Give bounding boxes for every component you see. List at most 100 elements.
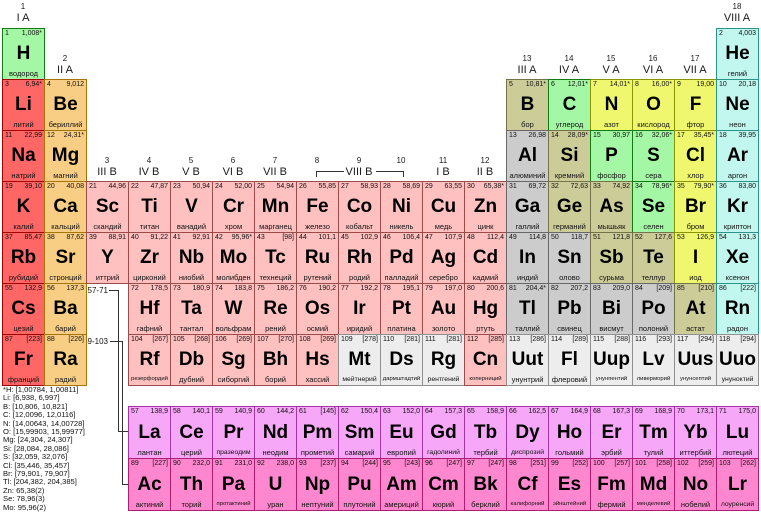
- footnote-line: O: [15,99903, 15,99977]: [3, 427, 85, 437]
- atomic-number: 7: [593, 81, 597, 88]
- atomic-number: 22: [131, 183, 139, 190]
- atomic-mass: 106,4: [402, 234, 420, 241]
- element-name: гадолиний: [427, 449, 460, 456]
- element-cell-tb: 65 158,9 Tb тербий: [464, 406, 507, 459]
- atomic-number: 96: [425, 460, 433, 467]
- element-cell-top-row: 108 [269]: [297, 335, 338, 344]
- element-symbol: Sg: [221, 349, 246, 370]
- atomic-number: 108: [299, 336, 311, 343]
- group-number: 17: [690, 54, 700, 63]
- element-cell-top-row: 111 [281]: [423, 335, 464, 344]
- element-cell-dy: 66 162,5 Dy диспрозий: [506, 406, 549, 459]
- atomic-mass: 20,18: [738, 81, 756, 88]
- element-cell-as: 33 74,92 As мышьяк: [590, 181, 633, 233]
- group-header-11: 11 I B: [422, 156, 464, 178]
- element-cell-fr: 87 [223] Fr франций: [2, 334, 45, 386]
- element-symbol: Am: [386, 473, 417, 495]
- atomic-number: 105: [173, 336, 185, 343]
- element-name: празеодим: [216, 449, 251, 456]
- element-cell-kr: 36 83,80 Kr криптон: [716, 181, 759, 233]
- group-number: 3: [104, 156, 110, 165]
- element-symbol: Se: [641, 196, 666, 217]
- group-label: I B: [436, 166, 450, 178]
- element-cell-top-row: 14 28,09*: [549, 131, 590, 140]
- atomic-number: 39: [89, 234, 97, 241]
- element-symbol: Tb: [473, 421, 498, 443]
- element-name: плутоний: [343, 500, 376, 509]
- atomic-mass: [293]: [656, 336, 672, 343]
- atomic-number: 100: [593, 460, 605, 467]
- element-cell-top-row: 116 [293]: [633, 335, 674, 344]
- group-header-18: 18 VIII A: [716, 2, 758, 24]
- atomic-number: 54: [719, 234, 727, 241]
- atomic-mass: 232,0: [192, 460, 210, 467]
- element-cell-sn: 50 118,7 Sn олово: [548, 232, 591, 284]
- atomic-number: 6: [551, 81, 555, 88]
- element-cell-si: 14 28,09* Si кремний: [548, 130, 591, 182]
- atomic-mass: 22,99: [24, 132, 42, 139]
- atomic-number: 61: [299, 408, 307, 415]
- element-cell-bk: 97 [247] Bk берклий: [464, 458, 507, 511]
- element-name: резерфордий: [131, 376, 168, 382]
- element-cell-top-row: 19 39,10: [3, 182, 44, 191]
- element-symbol: Bh: [262, 349, 289, 370]
- atomic-mass: 173,1: [696, 408, 714, 415]
- element-cell-top-row: 1 1,008*: [3, 29, 44, 38]
- atomic-number: 15: [593, 132, 601, 139]
- element-cell-top-row: 26 55,85: [297, 182, 338, 191]
- footnote-line: Tl: [204,382, 204,385]: [3, 477, 77, 487]
- element-cell-top-row: 62 150,4: [339, 407, 380, 416]
- element-cell-top-row: 87 [223]: [3, 335, 44, 344]
- actinide-connector-line: [122, 484, 129, 485]
- atomic-number: 52: [635, 234, 643, 241]
- element-cell-mn: 25 54,94 Mn марганец: [254, 181, 297, 233]
- atomic-mass: 137,3: [66, 285, 84, 292]
- atomic-number: 16: [635, 132, 643, 139]
- element-cell-top-row: 115 [288]: [591, 335, 632, 344]
- atomic-mass: 127,6: [654, 234, 672, 241]
- element-name: фермий: [597, 500, 626, 509]
- element-symbol: No: [682, 473, 709, 495]
- element-cell-top-row: 93 [237]: [297, 459, 338, 468]
- element-cell-top-row: 5 10,81*: [507, 80, 548, 89]
- element-name: тулий: [643, 448, 664, 457]
- atomic-mass: 35,45*: [693, 132, 714, 139]
- atomic-mass: 4,003: [738, 30, 756, 37]
- atomic-mass: 180,9: [192, 285, 210, 292]
- element-name: литий: [13, 120, 34, 129]
- element-cell-pt: 78 195,1 Pt платина: [380, 283, 423, 335]
- element-cell-es: 99 [252] Es эйнштейний: [548, 458, 591, 511]
- element-name: галлий: [515, 222, 540, 231]
- atomic-mass: [244]: [362, 460, 378, 467]
- element-name: мейтнерий: [342, 376, 377, 383]
- atomic-mass: 192,2: [360, 285, 378, 292]
- element-cell-no: 102 [259] No нобелий: [674, 458, 717, 511]
- element-cell-top-row: 2 4,003: [717, 29, 758, 38]
- element-cell-top-row: 96 [247]: [423, 459, 464, 468]
- element-cell-pr: 59 140,9 Pr празеодим: [212, 406, 255, 459]
- footnote-line: Cl: [35,446, 35,457]: [3, 460, 70, 470]
- atomic-number: 43: [257, 234, 265, 241]
- atomic-number: 9: [677, 81, 681, 88]
- element-symbol: Al: [518, 145, 537, 166]
- atomic-number: 87: [5, 336, 13, 343]
- group-number: 9: [356, 156, 362, 165]
- element-name: бериллий: [48, 120, 83, 129]
- atomic-number: 114: [551, 336, 563, 343]
- atomic-number: 20: [47, 183, 55, 190]
- element-cell-top-row: 118 [294]: [717, 335, 758, 344]
- element-symbol: Uut: [511, 349, 544, 370]
- element-name: никель: [389, 222, 414, 231]
- element-cell-top-row: 65 158,9: [465, 407, 506, 416]
- element-symbol: H: [16, 43, 31, 64]
- element-name: борий: [264, 375, 287, 384]
- element-symbol: Bk: [473, 473, 498, 495]
- element-symbol: Rh: [346, 247, 373, 268]
- element-name: бор: [521, 120, 534, 129]
- element-cell-pu: 94 [244] Pu плутоний: [338, 458, 381, 511]
- element-cell-top-row: 75 186,2: [255, 284, 296, 293]
